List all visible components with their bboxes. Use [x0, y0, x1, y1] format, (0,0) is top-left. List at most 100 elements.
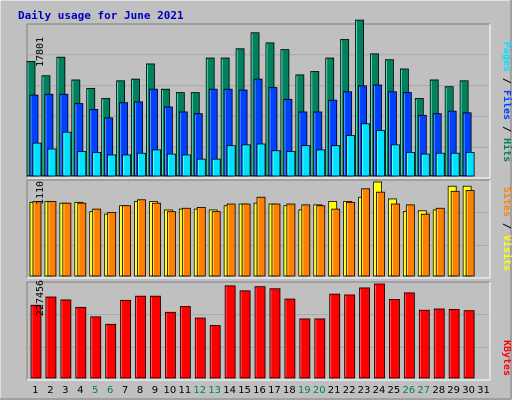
bar-pages-day-8 [137, 152, 146, 177]
bar-pages-day-4 [77, 151, 87, 177]
bar-sites-day-23 [361, 188, 370, 277]
bar-kbytes-day-22 [344, 294, 356, 379]
bar-sites-day-24 [376, 191, 385, 277]
bar-kbytes-day-12 [194, 317, 206, 379]
bar-pages-day-20 [316, 149, 326, 177]
bar-pages-day-5 [92, 152, 102, 177]
x-label-day-5: 5 [92, 385, 98, 396]
x-label-day-22: 22 [343, 385, 356, 396]
bar-kbytes-day-17 [269, 288, 281, 379]
x-label-day-1: 1 [32, 385, 38, 396]
legend-sites: Sites [501, 187, 512, 217]
bar-pages-day-22 [346, 135, 356, 177]
bar-sites-day-12 [196, 207, 206, 277]
bar-pages-day-10 [167, 153, 176, 177]
bar-sites-day-25 [391, 203, 400, 277]
bar-pages-day-14 [226, 145, 236, 177]
x-label-day-3: 3 [62, 385, 68, 396]
bar-sites-day-14 [226, 203, 236, 277]
bar-kbytes-day-19 [299, 318, 311, 379]
bar-sites-day-17 [271, 203, 281, 277]
bar-kbytes-day-20 [314, 318, 326, 379]
bar-kbytes-day-13 [209, 325, 221, 379]
bar-pages-day-29 [450, 152, 460, 177]
ymax-label-kbytes: 227456 [35, 280, 46, 316]
x-axis-labels: 1 2 3 4 5 6 7 8 9 10 11 12 13 14 15 16 17 18 19 20 21 22 23 24 2… [32, 385, 490, 396]
x-label-day-8: 8 [137, 385, 143, 396]
bar-sites-day-22 [346, 201, 356, 277]
bar-sites-day-30 [465, 190, 475, 277]
bar-kbytes-day-29 [448, 308, 460, 379]
bar-pages-day-19 [301, 145, 311, 177]
x-label-day-17: 17 [268, 385, 281, 396]
bar-sites-day-2 [47, 201, 57, 277]
bar-kbytes-day-14 [224, 285, 236, 379]
bar-sites-day-13 [211, 211, 221, 277]
bar-pages-day-6 [107, 154, 117, 177]
bar-sites-day-10 [167, 211, 176, 277]
bar-kbytes-day-30 [463, 310, 475, 379]
bar-sites-day-8 [137, 199, 146, 277]
bar-sites-day-3 [62, 202, 72, 277]
bar-sites-day-6 [107, 212, 117, 277]
legend-kbytes: KBytes [501, 340, 512, 376]
bar-sites-day-1 [32, 201, 42, 277]
bar-kbytes-day-18 [284, 298, 296, 379]
bar-pages-day-21 [331, 145, 341, 177]
bar-kbytes-day-1 [30, 304, 42, 379]
legend-kbytes-text: KBytes [501, 340, 512, 376]
bar-sites-day-7 [122, 205, 132, 277]
bar-kbytes-day-25 [389, 299, 400, 379]
bar-kbytes-day-6 [105, 323, 117, 379]
bar-sites-day-21 [331, 208, 341, 277]
bar-sites-day-15 [241, 203, 251, 277]
bar-pages-day-1 [32, 142, 42, 177]
x-label-day-9: 9 [152, 385, 158, 396]
x-label-day-27: 27 [417, 385, 430, 396]
bar-sites-day-18 [286, 203, 296, 277]
x-label-day-11: 11 [178, 385, 191, 396]
bar-pages-day-26 [405, 152, 415, 177]
bar-kbytes-day-23 [359, 287, 370, 379]
bar-kbytes-day-3 [60, 299, 72, 379]
legend-files: Files [501, 90, 512, 120]
bar-kbytes-day-26 [403, 292, 415, 379]
x-label-day-25: 25 [388, 385, 401, 396]
bar-kbytes-day-15 [239, 290, 251, 379]
bar-kbytes-day-24 [374, 283, 385, 379]
x-label-day-26: 26 [402, 385, 415, 396]
bar-pages-day-7 [122, 154, 132, 177]
x-label-day-10: 10 [164, 385, 177, 396]
x-label-day-2: 2 [47, 385, 53, 396]
bar-pages-day-30 [465, 152, 475, 177]
x-label-day-23: 23 [358, 385, 371, 396]
chart-title: Daily usage for June 2021 [18, 9, 184, 22]
x-label-day-4: 4 [77, 385, 83, 396]
legend-sep: / [501, 72, 512, 90]
ymax-label-sites: 1110 [35, 181, 46, 205]
legend-pages: Pages [501, 42, 512, 72]
bar-kbytes-day-27 [418, 309, 430, 379]
legend-visits-sites: Sites / Visits [501, 187, 512, 271]
x-label-day-12: 12 [193, 385, 206, 396]
ymax-label-hits: 17801 [35, 37, 46, 67]
bar-pages-day-15 [241, 144, 251, 177]
bar-pages-day-16 [256, 143, 266, 177]
x-label-day-31: 31 [477, 385, 490, 396]
x-label-day-21: 21 [328, 385, 341, 396]
x-label-day-7: 7 [122, 385, 128, 396]
bar-pages-day-2 [47, 148, 57, 177]
bar-kbytes-day-11 [179, 306, 191, 379]
x-label-day-30: 30 [462, 385, 475, 396]
bar-sites-day-9 [152, 202, 161, 277]
bar-pages-day-28 [435, 152, 445, 177]
bar-pages-day-9 [152, 149, 161, 177]
bar-pages-day-25 [391, 144, 400, 177]
x-label-day-29: 29 [447, 385, 460, 396]
bar-sites-day-20 [316, 205, 326, 277]
bar-kbytes-day-21 [329, 293, 341, 379]
bar-pages-day-3 [62, 131, 72, 177]
bar-kbytes-day-7 [120, 299, 132, 379]
bar-sites-day-19 [301, 204, 311, 277]
